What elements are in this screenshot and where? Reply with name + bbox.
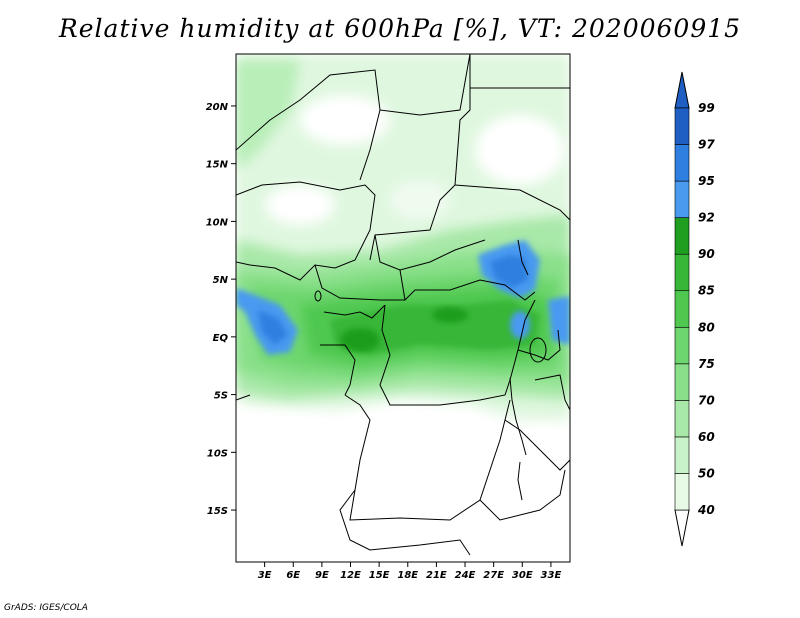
plot-frame: [235, 53, 571, 563]
colorbar-label: 70: [698, 393, 715, 407]
colorbar-label: 85: [698, 284, 715, 298]
colorbar-max-arrow: [674, 71, 690, 109]
lat-tick-label: 20N: [206, 102, 229, 113]
colorbar-label: 40: [697, 503, 715, 517]
country-borders: [236, 54, 570, 556]
lon-tick-label: 21E: [426, 570, 447, 581]
map-title: Relative humidity at 600hPa [%], VT: 202…: [58, 14, 742, 43]
colorbar-segment: [674, 473, 690, 511]
lakes: [314, 239, 547, 501]
colorbar-segment: [674, 217, 690, 255]
lon-tick-label: 33E: [541, 570, 562, 581]
colorbar-label: 80: [698, 320, 715, 334]
colorbar-segment: [674, 290, 690, 328]
lat-tick-label: EQ: [213, 333, 229, 344]
lat-tick-label: 10S: [207, 448, 228, 459]
colorbar-segment: [674, 253, 690, 292]
lon-tick-label: 6E: [286, 570, 300, 581]
colorbar-segment: [674, 326, 690, 365]
colorbar-label: 75: [698, 357, 715, 371]
lat-tick-label: 5S: [214, 391, 228, 402]
lon-tick-label: 18E: [397, 570, 418, 581]
lat-tick-label: 15N: [206, 160, 229, 171]
lat-tick-label: 5N: [213, 275, 229, 286]
colorbar-label: 50: [698, 466, 715, 480]
colorbar-label: 97: [698, 138, 715, 152]
colorbar-label: 95: [698, 174, 715, 188]
colorbar-segment: [674, 400, 690, 438]
colorbar-segment: [674, 107, 690, 145]
lon-tick-label: 12E: [340, 570, 361, 581]
colorbar-label: 60: [698, 430, 715, 444]
colorbar-min-arrow: [674, 509, 690, 547]
lon-tick-label: 15E: [369, 570, 390, 581]
colorbar-label: 92: [698, 211, 715, 225]
lon-tick-label: 3E: [258, 570, 272, 581]
colorbar-label: 99: [698, 101, 715, 115]
latitude-axis: 20N 15N 10N 5N EQ 5S 10S 15S: [206, 102, 236, 517]
colorbar-segment: [674, 144, 690, 182]
lon-tick-label: 30E: [512, 570, 533, 581]
colorbar-segment: [674, 363, 690, 401]
credit-text: GrADS: IGES/COLA: [4, 603, 88, 613]
longitude-axis: 3E 6E 9E 12E 15E 18E 21E 24E 27E 30E 33E: [258, 562, 562, 581]
colorbar-label: 90: [698, 247, 715, 261]
lon-tick-label: 27E: [483, 570, 504, 581]
lat-tick-label: 10N: [206, 217, 229, 228]
colorbar: 40 50 60 70 75 80 85 90 92 95 97 99: [674, 71, 715, 547]
colorbar-segment: [674, 436, 690, 474]
lat-tick-label: 15S: [207, 506, 228, 517]
lon-tick-label: 24E: [455, 570, 476, 581]
colorbar-segment: [674, 180, 690, 218]
humidity-field: [236, 54, 570, 562]
lon-tick-label: 9E: [315, 570, 329, 581]
